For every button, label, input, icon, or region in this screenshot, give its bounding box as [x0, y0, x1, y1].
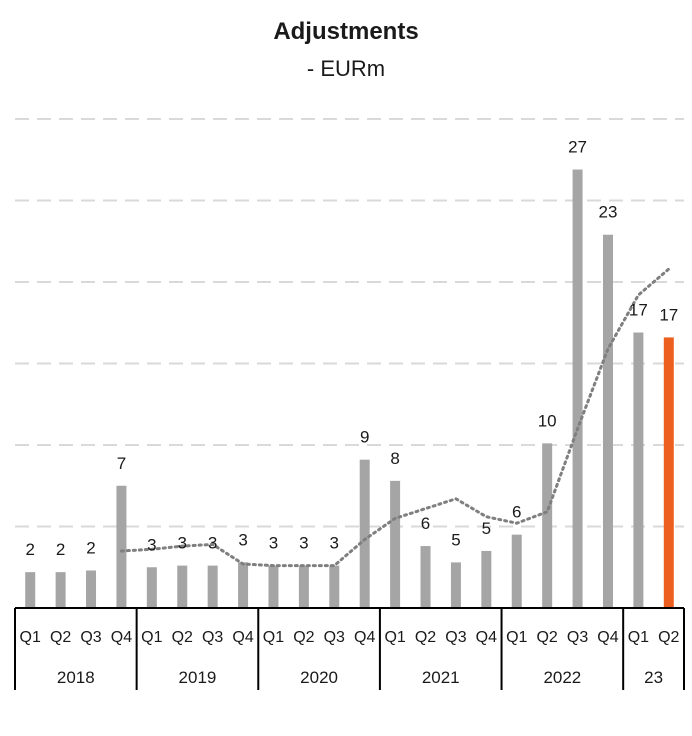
- quarter-tick-label: Q4: [476, 629, 497, 646]
- value-label: 23: [599, 203, 618, 222]
- year-tick-label: 23: [644, 668, 663, 687]
- quarter-tick-label: Q2: [536, 629, 557, 646]
- bar: [359, 459, 370, 608]
- bar: [116, 485, 127, 608]
- quarter-tick-label: Q4: [232, 629, 253, 646]
- value-label: 2: [56, 540, 65, 559]
- value-label: 2: [86, 539, 95, 558]
- quarter-tick-label: Q4: [354, 629, 375, 646]
- value-label: 5: [482, 519, 491, 538]
- quarter-tick-label: Q3: [445, 629, 466, 646]
- quarter-tick-label: Q1: [20, 629, 41, 646]
- year-tick-label: 2021: [422, 668, 460, 687]
- value-label: 3: [147, 535, 156, 554]
- value-label: 3: [178, 534, 187, 553]
- quarter-tick-label: Q1: [263, 629, 284, 646]
- quarter-tick-label: Q1: [384, 629, 405, 646]
- value-label: 3: [208, 534, 217, 553]
- value-label: 3: [299, 534, 308, 553]
- value-label: 17: [659, 305, 678, 324]
- bar: [511, 534, 522, 608]
- value-label: 6: [512, 503, 521, 522]
- bar: [146, 567, 157, 608]
- bar: [481, 550, 492, 608]
- quarter-tick-label: Q4: [597, 629, 618, 646]
- chart-title: Adjustments: [273, 18, 419, 45]
- bar: [268, 565, 279, 608]
- quarter-tick-label: Q3: [567, 629, 588, 646]
- value-label: 6: [421, 514, 430, 533]
- bar: [86, 570, 97, 608]
- bar: [55, 572, 66, 608]
- bar: [25, 572, 36, 608]
- year-tick-label: 2022: [543, 668, 581, 687]
- value-label: 17: [629, 301, 648, 320]
- bar: [207, 565, 218, 608]
- quarter-tick-label: Q1: [141, 629, 162, 646]
- quarter-tick-label: Q2: [293, 629, 314, 646]
- quarter-tick-label: Q3: [202, 629, 223, 646]
- bar: [663, 337, 674, 608]
- value-label: 10: [538, 411, 557, 430]
- bar: [602, 234, 613, 609]
- quarter-tick-label: Q2: [50, 629, 71, 646]
- bar: [420, 546, 431, 608]
- bar: [238, 562, 249, 608]
- quarter-tick-label: Q2: [172, 629, 193, 646]
- chart-subtitle: - EURm: [306, 56, 386, 81]
- quarter-tick-label: Q3: [80, 629, 101, 646]
- bar: [298, 565, 309, 608]
- bar: [390, 480, 401, 608]
- quarter-tick-label: Q3: [324, 629, 345, 646]
- year-tick-label: 2019: [179, 668, 217, 687]
- quarter-tick-label: Q4: [111, 629, 132, 646]
- quarter-tick-label: Q2: [658, 629, 679, 646]
- value-label: 7: [117, 454, 126, 473]
- quarter-tick-label: Q2: [415, 629, 436, 646]
- bar: [633, 332, 644, 608]
- year-tick-label: 2020: [300, 668, 338, 687]
- quarter-tick-label: Q1: [628, 629, 649, 646]
- quarter-tick-label: Q1: [506, 629, 527, 646]
- value-label: 3: [269, 534, 278, 553]
- value-label: 3: [238, 530, 247, 549]
- value-label: 8: [390, 449, 399, 468]
- bar: [572, 169, 583, 608]
- bar: [329, 565, 340, 608]
- year-tick-label: 2018: [57, 668, 95, 687]
- bar: [450, 562, 461, 608]
- value-label: 27: [568, 138, 587, 157]
- bar: [177, 565, 188, 608]
- value-label: 9: [360, 428, 369, 447]
- trend-line: [119, 267, 671, 568]
- bar: [542, 443, 553, 608]
- value-label: 2: [25, 540, 34, 559]
- value-label: 5: [451, 530, 460, 549]
- value-label: 3: [330, 534, 339, 553]
